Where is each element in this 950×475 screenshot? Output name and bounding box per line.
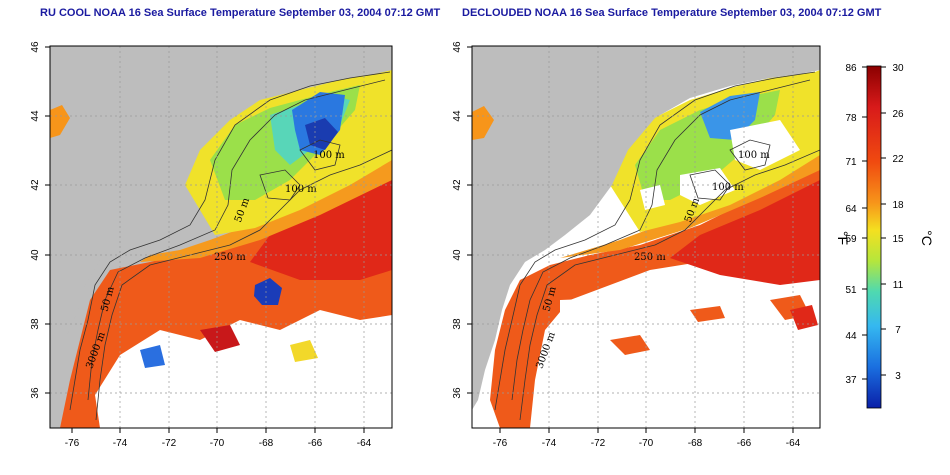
fahrenheit-unit-label: °F (835, 231, 851, 245)
y-tick-label: 40 (30, 249, 41, 261)
y-tick-label: 36 (452, 387, 463, 399)
right-map-title: DECLOUDED NOAA 16 Sea Surface Temperatur… (462, 7, 882, 19)
ocean-patch (610, 335, 650, 355)
contour-label-100m-a: 100 m (738, 150, 770, 161)
coastal-land (472, 46, 820, 410)
y-tick-label: 36 (30, 387, 41, 399)
celsius-tick: 22 (892, 154, 904, 165)
y-tick-label: 46 (452, 41, 463, 53)
open-ocean-masked (560, 290, 820, 428)
fahrenheit-tick: 44 (845, 331, 857, 342)
fahrenheit-tick: 37 (845, 375, 857, 386)
y-tick-label: 44 (452, 110, 463, 122)
contour-label-250m: 250 m (214, 252, 246, 263)
contour-label-100m-a: 100 m (313, 150, 345, 161)
celsius-tick: 30 (892, 63, 904, 74)
nova-scotia-warm (50, 105, 70, 138)
cold-eddy (254, 278, 282, 305)
graticule (472, 46, 820, 428)
right-map-panel: 100 m 100 m 50 m 250 m 50 m 3000 m (452, 41, 821, 449)
fahrenheit-tick: 59 (845, 234, 857, 245)
contour-label-100m-b: 100 m (285, 184, 317, 195)
left-map-frame (49, 45, 393, 429)
y-tick-label: 42 (452, 179, 463, 191)
left-map-title: RU COOL NOAA 16 Sea Surface Temperature … (40, 7, 441, 19)
ocean-patch (690, 306, 725, 322)
celsius-unit-label: °C (919, 230, 935, 246)
bathymetry-contours (69, 71, 392, 421)
x-tick-label: -76 (493, 438, 508, 449)
celsius-tick: 18 (892, 200, 904, 211)
noise-patch-yellow (290, 340, 318, 362)
cloud-patch-1 (230, 335, 275, 362)
cloud-hole (730, 120, 800, 170)
ocean-orange (140, 140, 392, 262)
graticule (50, 46, 392, 428)
y-tick-label: 44 (30, 110, 41, 122)
noise-patch-blue (140, 345, 165, 368)
celsius-tick: 7 (895, 325, 901, 336)
x-tick-label: -66 (737, 438, 752, 449)
ocean-hot (670, 180, 820, 285)
bathymetry-contours (494, 71, 820, 421)
celsius-tick: 11 (893, 280, 904, 291)
y-tick-label: 46 (30, 41, 41, 53)
celsius-tick: 15 (892, 234, 904, 245)
x-tick-label: -74 (113, 438, 128, 449)
x-tick-label: -72 (162, 438, 177, 449)
x-tick-label: -72 (591, 438, 606, 449)
x-tick-label: -64 (357, 438, 372, 449)
x-tick-label: -66 (308, 438, 323, 449)
cloud-hole (680, 168, 735, 205)
fahrenheit-tick: 78 (845, 113, 857, 124)
y-tick-label: 42 (30, 179, 41, 191)
y-tick-label: 40 (452, 249, 463, 261)
fahrenheit-tick: 51 (845, 285, 857, 296)
x-tick-label: -70 (639, 438, 654, 449)
noise-patch-red (200, 325, 240, 352)
left-map-panel: 100 m 100 m 50 m 250 m 50 m 3000 m (30, 41, 393, 449)
gulf-of-maine-dark (305, 118, 338, 150)
contour-label-100m-b: 100 m (712, 182, 744, 193)
celsius-tick: 3 (895, 371, 901, 382)
y-tick-label: 38 (30, 318, 41, 330)
x-tick-label: -70 (210, 438, 225, 449)
fahrenheit-tick: 86 (845, 63, 857, 74)
fahrenheit-tick: 71 (845, 157, 857, 168)
temperature-colorbar: 86 78 71 64 59 51 44 37 30 26 22 18 15 1… (835, 63, 935, 409)
celsius-tick: 26 (892, 109, 904, 120)
cloud-area (95, 310, 392, 428)
contour-label-250m: 250 m (634, 252, 666, 263)
nova-scotia-warm (472, 106, 494, 140)
fahrenheit-tick: 64 (845, 204, 857, 215)
x-tick-label: -68 (688, 438, 703, 449)
ocean-hot (250, 175, 392, 280)
x-tick-label: -64 (786, 438, 801, 449)
colorbar-gradient (866, 65, 882, 409)
coastal-land (50, 46, 392, 380)
x-tick-label: -76 (65, 438, 80, 449)
x-tick-label: -74 (542, 438, 557, 449)
y-tick-label: 38 (452, 318, 463, 330)
x-tick-label: -68 (259, 438, 274, 449)
